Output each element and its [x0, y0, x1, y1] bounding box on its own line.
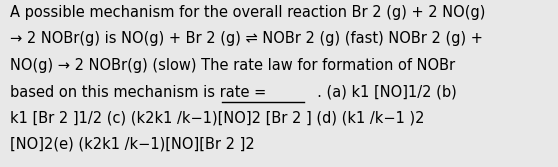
- Text: k1 [Br 2 ]1/2 (c) (k2k1 /k−1)[NO]2 [Br 2 ] (d) (k1 /k−1 )2: k1 [Br 2 ]1/2 (c) (k2k1 /k−1)[NO]2 [Br 2…: [10, 111, 425, 126]
- Text: [NO]2(e) (k2k1 /k−1)[NO][Br 2 ]2: [NO]2(e) (k2k1 /k−1)[NO][Br 2 ]2: [10, 137, 255, 152]
- Text: based on this mechanism is rate =           . (a) k1 [NO]1/2 (b): based on this mechanism is rate = . (a) …: [10, 84, 457, 99]
- Text: NO(g) → 2 NOBr(g) (slow) The rate law for formation of NOBr: NO(g) → 2 NOBr(g) (slow) The rate law fo…: [10, 58, 455, 73]
- Text: A possible mechanism for the overall reaction Br 2 (g) + 2 NO(g): A possible mechanism for the overall rea…: [10, 5, 485, 20]
- Text: → 2 NOBr(g) is NO(g) + Br 2 (g) ⇌ NOBr 2 (g) (fast) NOBr 2 (g) +: → 2 NOBr(g) is NO(g) + Br 2 (g) ⇌ NOBr 2…: [10, 31, 483, 46]
